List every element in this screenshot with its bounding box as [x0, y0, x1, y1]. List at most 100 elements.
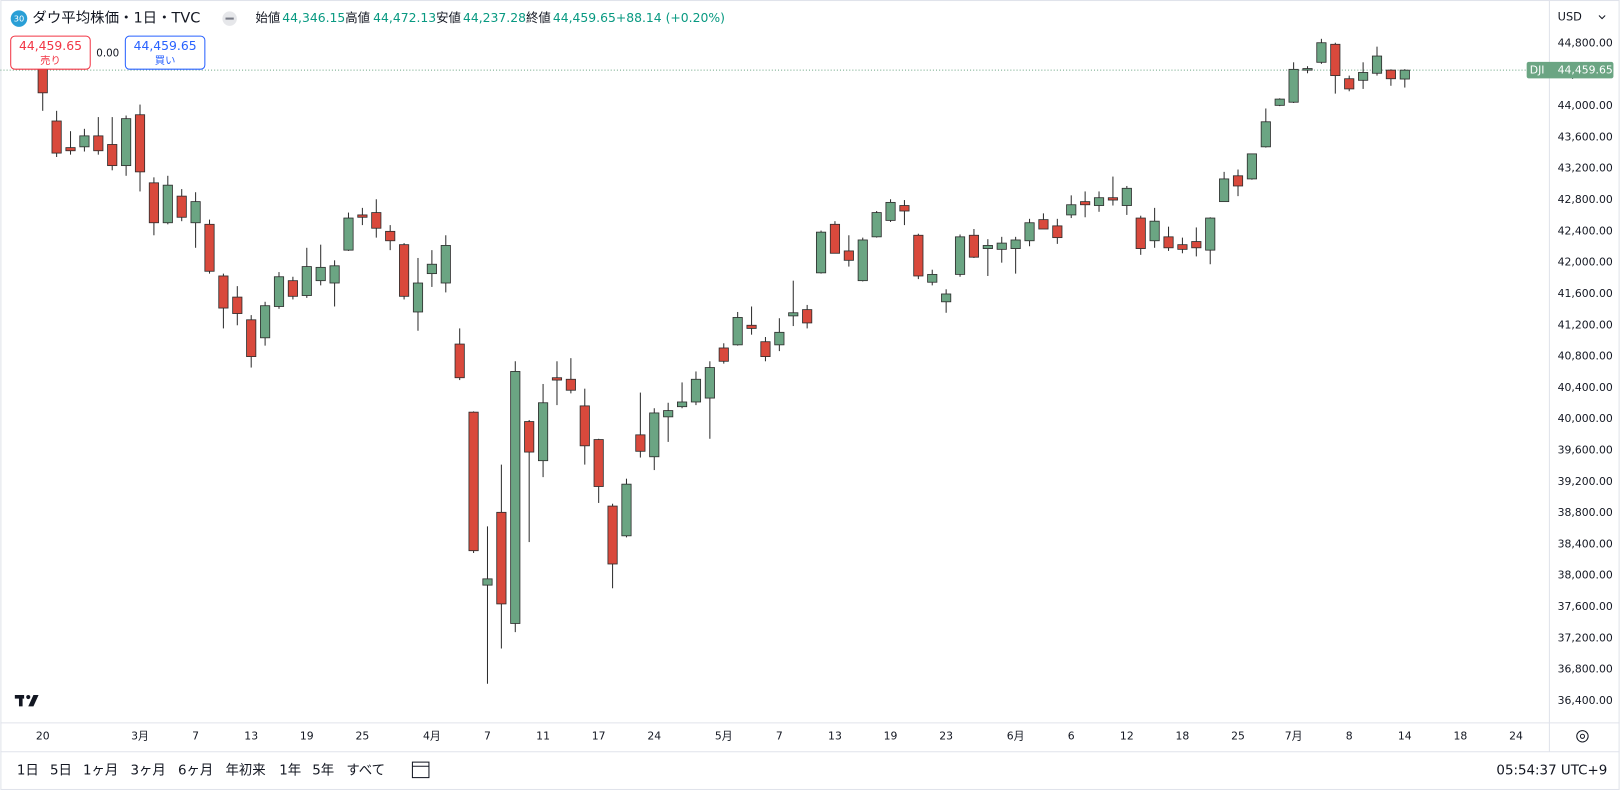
- range-button[interactable]: 1年: [279, 762, 301, 778]
- spread: 0.00: [96, 48, 119, 60]
- candle-body: [399, 244, 410, 297]
- y-tick-label: 36,800.00: [1558, 663, 1613, 676]
- candle-body: [1177, 244, 1188, 250]
- candle-body: [134, 114, 146, 173]
- candle-body: [927, 273, 938, 283]
- x-tick-label: 23: [939, 729, 953, 742]
- x-tick-label: 20: [36, 729, 50, 742]
- candle-body: [1052, 225, 1063, 239]
- candle-body: [1038, 219, 1049, 230]
- plot: [0, 38, 1550, 684]
- x-tick-label: 14: [1398, 729, 1412, 742]
- settings-icon[interactable]: [1576, 730, 1589, 743]
- x-tick-label: 19: [884, 729, 898, 742]
- x-tick-label: 24: [647, 729, 661, 742]
- logo-part: [26, 694, 31, 700]
- buy-label: 買い: [155, 55, 176, 67]
- candle-body: [760, 341, 771, 357]
- candle-body: [607, 505, 618, 565]
- x-tick-label: 7: [192, 729, 199, 742]
- x-tick-label: 13: [828, 729, 842, 742]
- y-tick-label: 37,200.00: [1558, 631, 1613, 644]
- y-tick-label: 38,800.00: [1558, 506, 1613, 519]
- range-button[interactable]: すべて: [346, 762, 385, 778]
- sell-price: 44,459.65: [19, 38, 82, 53]
- x-tick-label: 7: [484, 729, 491, 742]
- candle-body: [1093, 197, 1105, 206]
- candle-body: [954, 236, 966, 275]
- hide-icon: [225, 17, 234, 20]
- candle-body: [1024, 222, 1035, 242]
- range-button[interactable]: 5日: [50, 763, 72, 778]
- candle-body: [635, 434, 646, 452]
- currency-chevron: [1598, 15, 1606, 20]
- candle-body: [1330, 43, 1341, 77]
- date-range-icon[interactable]: [411, 761, 430, 779]
- candle-body: [454, 343, 465, 379]
- y-tick-label: 40,800.00: [1558, 350, 1613, 363]
- candle-body: [1149, 220, 1160, 242]
- candle-body: [704, 367, 715, 399]
- legend-value: 44,472.13: [373, 10, 436, 25]
- y-tick-label: 36,400.00: [1558, 694, 1613, 707]
- x-tick-label: 19: [300, 729, 314, 742]
- x-tick-label: 17: [592, 729, 606, 742]
- candle-body: [885, 201, 896, 221]
- y-tick-label: 43,200.00: [1558, 162, 1613, 175]
- range-button[interactable]: 5年: [312, 762, 334, 778]
- settings-icon-core: [1579, 733, 1586, 739]
- candle-body: [690, 378, 702, 403]
- range-button[interactable]: 年初来: [226, 762, 266, 778]
- candle-body: [412, 282, 424, 313]
- candle-body: [843, 250, 854, 261]
- buy-button[interactable]: [124, 35, 206, 70]
- candle-body: [829, 223, 841, 254]
- y-tick-label: 41,600.00: [1558, 287, 1613, 300]
- x-tick-label: 13: [244, 729, 258, 742]
- candle-body: [1205, 217, 1216, 251]
- sell-label: 売り: [40, 54, 61, 67]
- candle-body: [649, 412, 660, 458]
- candle-body: [1121, 187, 1132, 206]
- x-tick-label: 5月: [715, 729, 733, 742]
- candle-body: [176, 195, 187, 218]
- candle-body: [996, 242, 1007, 250]
- candle-body: [371, 212, 382, 229]
- candle-body: [1066, 204, 1077, 216]
- candle-body: [1288, 68, 1299, 103]
- buy-price: 44,459.65: [134, 38, 197, 53]
- x-tick-label: 3月: [131, 729, 149, 742]
- candle-body: [1344, 78, 1355, 90]
- candle-body: [1260, 121, 1271, 148]
- candle-body: [440, 245, 451, 284]
- y-tick-label: 37,600.00: [1558, 600, 1613, 613]
- candle-body: [718, 347, 729, 362]
- candle-body: [941, 293, 952, 303]
- range-button[interactable]: 1日: [17, 763, 39, 778]
- candle-body: [746, 324, 757, 329]
- currency[interactable]: USD: [1558, 10, 1583, 24]
- range-button[interactable]: 6ヶ月: [178, 763, 213, 778]
- legend-label: 終値: [526, 10, 551, 25]
- candle-body: [1135, 217, 1146, 249]
- candle-body: [1107, 197, 1118, 201]
- candle-body: [426, 263, 437, 275]
- candle-body: [79, 135, 90, 148]
- candle-body: [329, 265, 340, 284]
- y-tick-label: 42,400.00: [1558, 224, 1613, 237]
- candle-body: [802, 309, 813, 324]
- candle-body: [1302, 68, 1313, 71]
- range-button[interactable]: 1ヶ月: [83, 763, 118, 778]
- candle-body: [579, 405, 590, 447]
- candle-body: [273, 276, 285, 307]
- chart-title[interactable]: ダウ平均株価・1日・TVC: [32, 10, 200, 27]
- candle-body: [385, 230, 396, 242]
- legend-value: 44,237.28: [463, 10, 526, 25]
- candle-body: [565, 378, 576, 391]
- candle-body: [774, 331, 785, 346]
- range-button[interactable]: 3ヶ月: [130, 763, 165, 778]
- sell-button[interactable]: [10, 35, 91, 70]
- candle-body: [93, 135, 104, 152]
